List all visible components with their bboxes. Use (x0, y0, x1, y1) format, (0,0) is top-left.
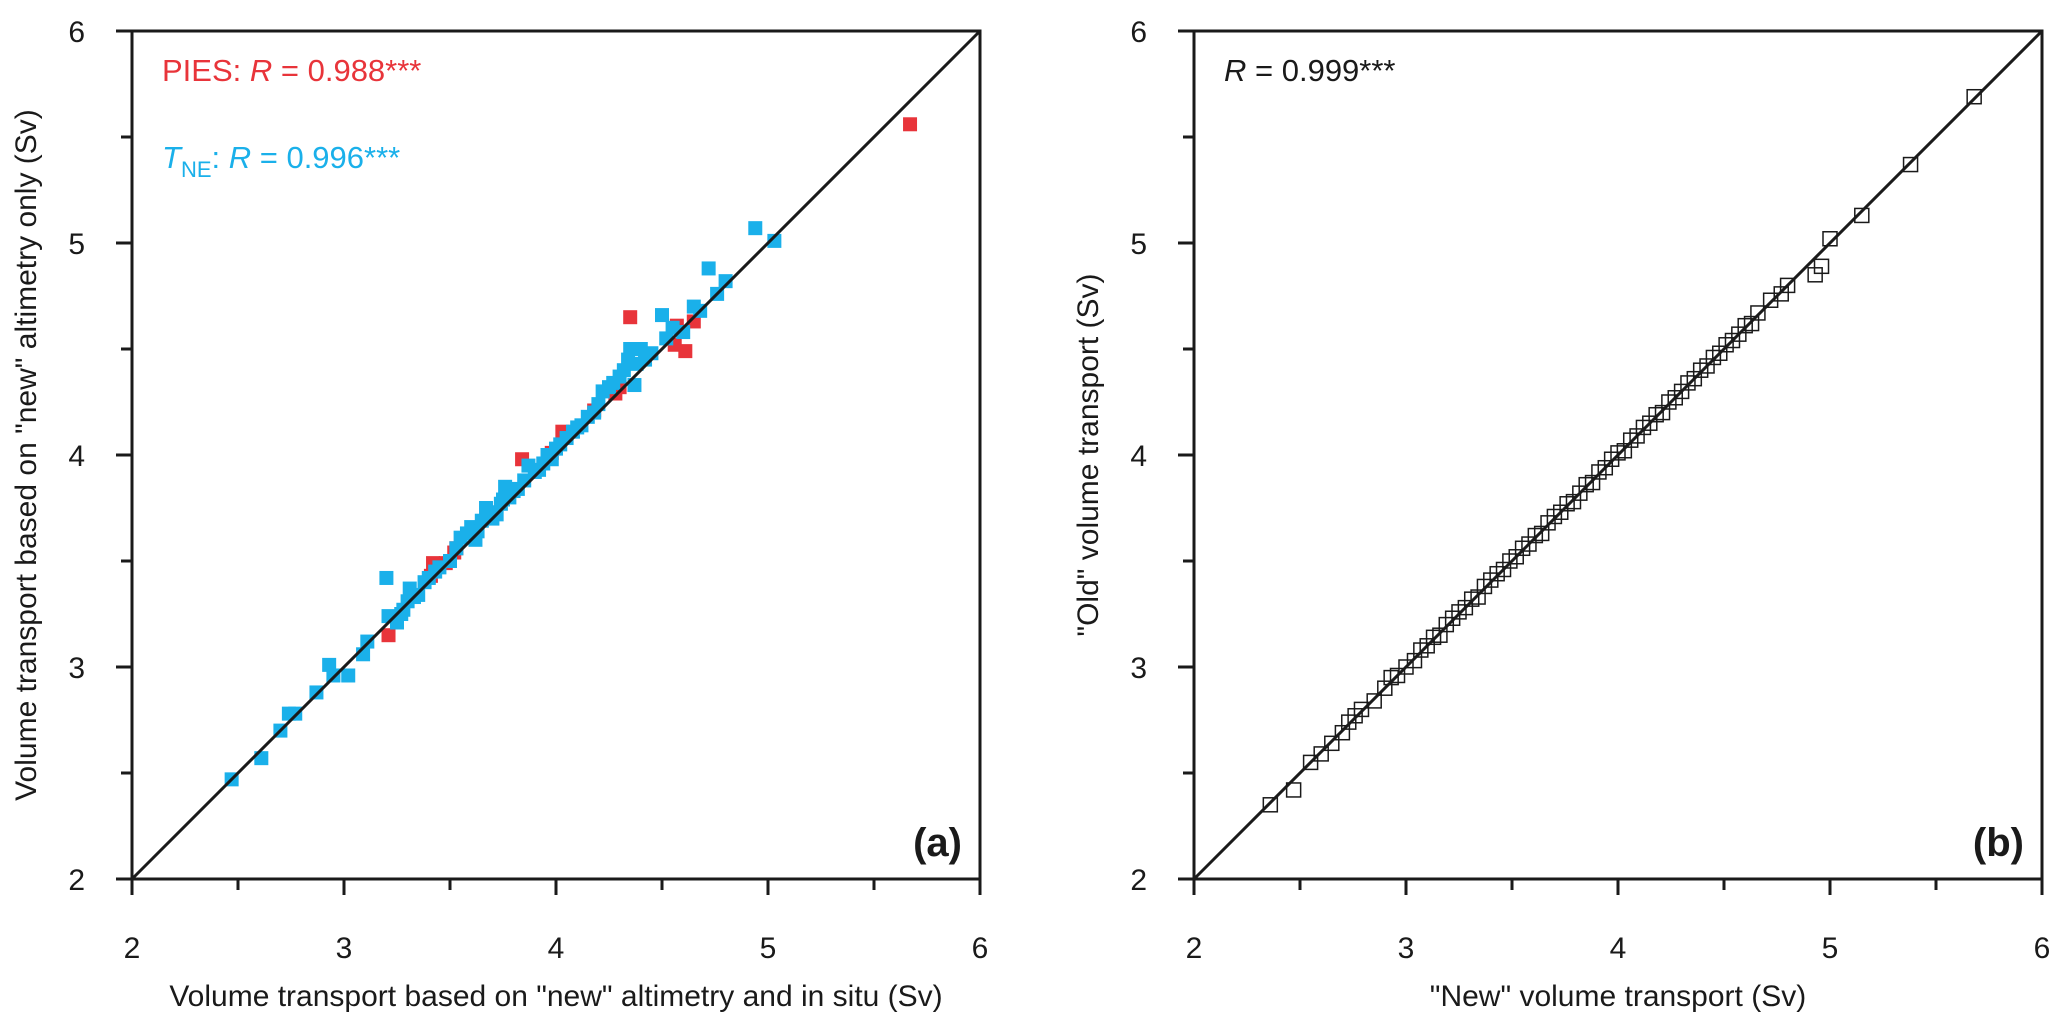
panel-a-identity-line (130, 29, 982, 881)
panel-a-y-tick-labels: 2 3 4 5 6 (68, 16, 85, 897)
data-point-pies (678, 344, 693, 359)
panel-b-y-tick-label: 3 (1130, 652, 1147, 685)
data-point-transport (1262, 797, 1279, 813)
panel-b-x-tick-label: 2 (1186, 932, 1203, 965)
data-point-pies (623, 310, 638, 325)
panel-a: 2 3 4 5 6 2 3 4 5 6 Volume transport bas… (10, 16, 988, 1013)
panel-b-x-tick-labels: 2 3 4 5 6 (1186, 932, 2051, 965)
data-point-transport (1854, 207, 1870, 224)
panel-b-label: (b) (1973, 821, 2024, 865)
panel-b-x-tick-label: 3 (1398, 932, 1415, 965)
panel-b-x-axis-title: "New" volume transport (Sv) (1430, 980, 1806, 1013)
panel-b-y-tick-label: 4 (1130, 440, 1147, 473)
tne-subscript: NE (181, 157, 212, 182)
data-point-t-ne (676, 325, 691, 340)
panel-a-y-tick-label: 6 (68, 16, 85, 49)
panel-b-markers (1262, 88, 1982, 813)
tne-separator: : (212, 140, 229, 175)
panel-b-y-tick-label: 2 (1130, 864, 1147, 897)
pies-label: PIES: (162, 53, 250, 88)
data-point-pies (686, 314, 701, 329)
panel-a-y-tick-label: 3 (68, 652, 85, 685)
tne-r-value: = 0.996*** (251, 140, 400, 175)
panel-b-tick-marks (1178, 29, 2044, 895)
panel-a-markers (224, 117, 918, 787)
data-point-transport (1313, 746, 1329, 762)
pies-correlation-annotation: PIES: R = 0.988*** (162, 53, 421, 88)
panel-a-x-tick-label: 6 (972, 932, 989, 965)
panel-b-y-axis-title: "Old" volume transport (Sv) (1072, 273, 1105, 636)
data-point-transport (1902, 156, 1919, 173)
panel-b-x-tick-label: 4 (1610, 932, 1627, 965)
data-point-t-ne (623, 342, 638, 356)
panel-b-y-tick-label: 5 (1130, 228, 1147, 261)
data-point-transport (1366, 693, 1382, 709)
panel-a-y-axis-title: Volume transport based on "new" altimetr… (10, 109, 43, 801)
data-point-transport (1822, 231, 1838, 247)
panel-a-x-tick-label: 3 (336, 932, 353, 965)
data-point-transport (1324, 735, 1340, 752)
panel-a-y-tick-label: 5 (68, 228, 85, 261)
data-point-pies (903, 117, 918, 132)
r-correlation-annotation: R = 0.999*** (1224, 53, 1396, 88)
panel-a-x-tick-label: 4 (548, 932, 565, 965)
panel-b-y-tick-labels: 2 3 4 5 6 (1130, 16, 1147, 897)
data-point-t-ne (633, 342, 648, 356)
tne-r-symbol: R (229, 140, 251, 175)
data-point-t-ne (718, 274, 733, 289)
data-point-t-ne (701, 261, 716, 276)
data-point-pies (381, 628, 396, 643)
data-point-transport (1389, 667, 1406, 684)
panel-b-identity-line (1192, 29, 2044, 881)
pies-r-value: = 0.988*** (272, 53, 421, 88)
panel-a-x-tick-labels: 2 3 4 5 6 (124, 932, 989, 965)
r-value: = 0.999*** (1246, 53, 1395, 88)
data-point-t-ne (322, 657, 337, 672)
data-point-transport (1302, 754, 1319, 771)
tne-correlation-annotation: TNE: R = 0.996*** (162, 140, 400, 182)
data-point-transport (1285, 782, 1302, 798)
data-point-transport (1779, 277, 1796, 294)
r-symbol: R (1224, 53, 1246, 88)
data-point-t-ne (655, 308, 669, 323)
panel-a-x-tick-label: 5 (760, 932, 777, 965)
data-point-t-ne (379, 570, 394, 585)
tne-t-symbol: T (162, 140, 183, 175)
panel-b: 2 3 4 5 6 2 3 4 5 6 "New" volume transpo… (1072, 16, 2050, 1013)
panel-a-x-tick-label: 2 (124, 932, 141, 965)
panel-a-y-tick-label: 4 (68, 440, 85, 473)
panel-a-label: (a) (913, 821, 962, 865)
data-point-transport (1813, 258, 1830, 275)
data-point-t-ne (748, 221, 763, 236)
data-point-t-ne (767, 233, 782, 248)
data-point-transport (1353, 701, 1370, 718)
data-point-transport (1750, 305, 1766, 321)
data-point-t-ne (432, 560, 447, 575)
data-point-t-ne (616, 363, 631, 378)
panel-b-x-tick-label: 6 (2034, 932, 2051, 965)
data-point-t-ne (665, 320, 680, 335)
pies-r-symbol: R (250, 53, 272, 88)
panel-a-y-tick-label: 2 (68, 864, 85, 897)
data-point-t-ne (341, 668, 356, 683)
panel-b-y-tick-label: 6 (1130, 16, 1147, 49)
data-point-transport (1966, 88, 1982, 105)
panel-a-x-axis-title: Volume transport based on "new" altimetr… (169, 980, 942, 1013)
panel-b-x-tick-label: 5 (1822, 932, 1839, 965)
panel-a-tick-marks (116, 29, 982, 895)
